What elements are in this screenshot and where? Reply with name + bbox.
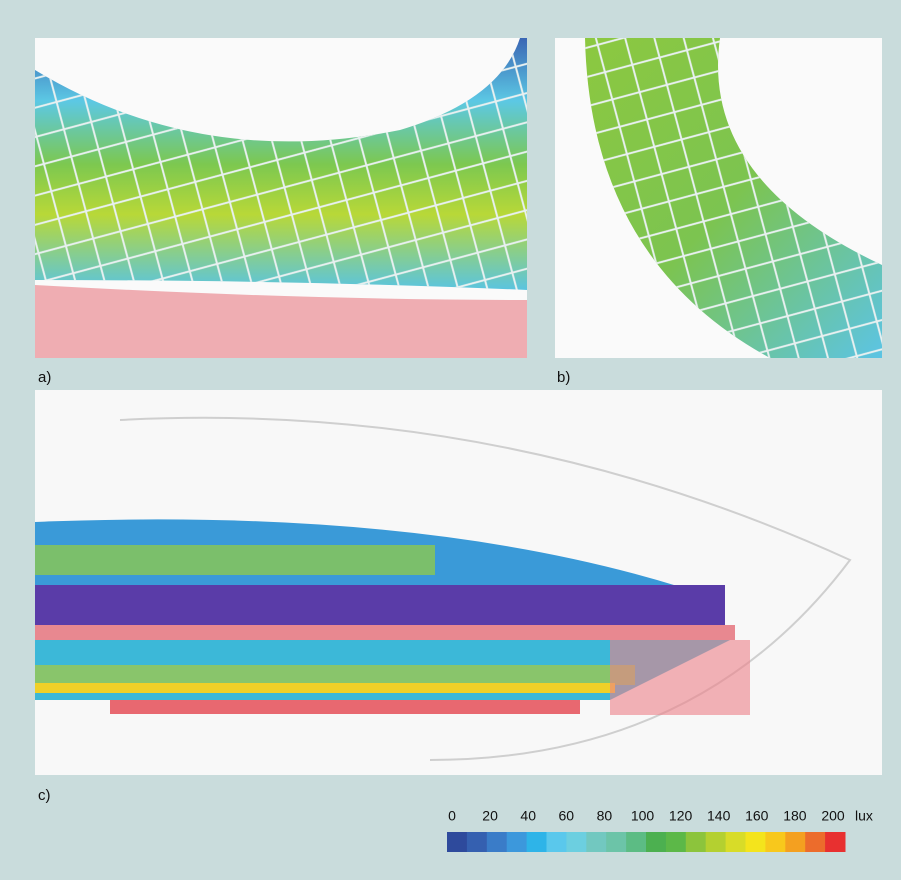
legend-unit: lux xyxy=(855,808,873,824)
legend-swatch xyxy=(785,832,806,852)
legend-swatch xyxy=(725,832,746,852)
panel-c-image xyxy=(35,390,882,775)
legend-swatch xyxy=(506,832,528,852)
color-legend: 0 20 40 60 80 100 120 140 160 180 200 lux xyxy=(447,808,873,852)
legend-tick-label: 20 xyxy=(482,808,498,824)
panel-label: a) xyxy=(38,369,52,386)
panel-b-image xyxy=(555,38,882,358)
legend-swatch xyxy=(765,832,786,852)
legend-swatch xyxy=(546,832,567,852)
legend-tick-label: 140 xyxy=(707,808,731,824)
legend-swatch xyxy=(447,832,468,852)
legend-swatch xyxy=(486,832,508,852)
legend-swatch xyxy=(805,832,826,852)
legend-tick-label: 120 xyxy=(669,808,693,824)
legend-swatch xyxy=(646,832,667,852)
panel-label: c) xyxy=(38,787,51,804)
legend-swatch xyxy=(626,832,647,852)
legend-swatch xyxy=(526,832,547,852)
legend-tick-label: 180 xyxy=(783,808,807,824)
legend-swatch xyxy=(685,832,707,852)
legend-tick-label: 100 xyxy=(631,808,655,824)
legend-swatch xyxy=(586,832,607,852)
legend-tick-label: 60 xyxy=(559,808,575,824)
legend-swatch xyxy=(745,832,766,852)
legend-swatch xyxy=(665,832,687,852)
legend-swatch xyxy=(466,832,488,852)
legend-tick-label: 0 xyxy=(448,808,456,824)
legend-swatch xyxy=(825,832,846,852)
legend-swatch xyxy=(566,832,587,852)
panel-a-image xyxy=(35,38,527,358)
legend-swatch xyxy=(606,832,627,852)
panel-label: b) xyxy=(557,369,571,386)
legend-tick-label: 200 xyxy=(821,808,845,824)
legend-swatch xyxy=(705,832,727,852)
legend-tick-label: 80 xyxy=(597,808,613,824)
legend-tick-label: 40 xyxy=(520,808,536,824)
legend-tick-label: 160 xyxy=(745,808,769,824)
